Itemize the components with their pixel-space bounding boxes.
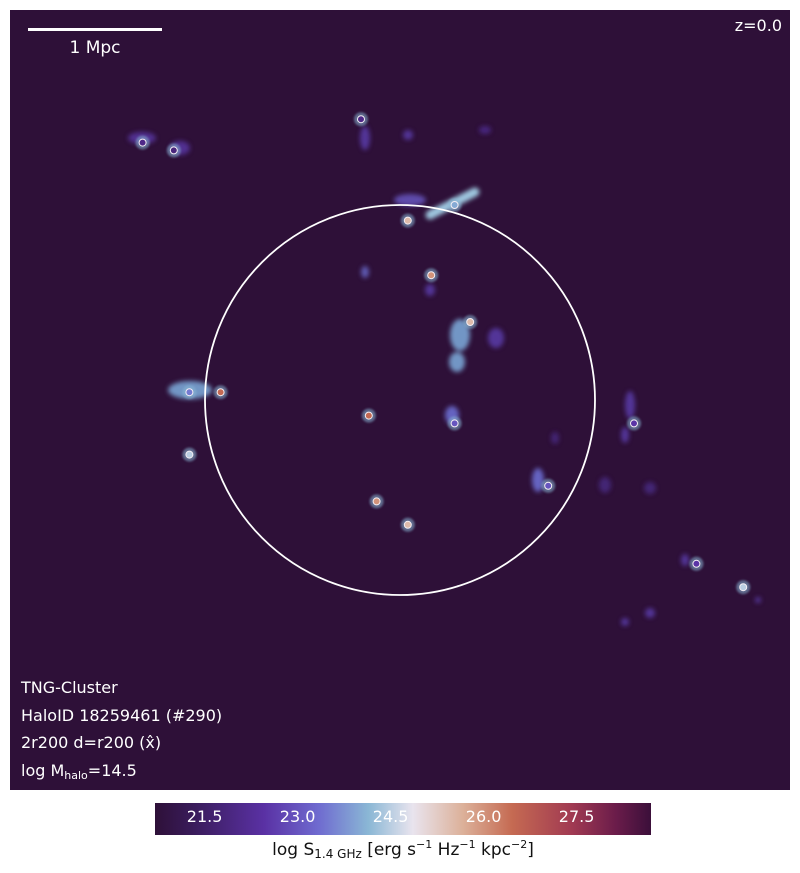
radio-source [630,419,638,428]
halo-id: HaloID 18259461 (#290) [21,705,223,725]
radio-source [185,388,194,397]
radio-source [403,520,412,529]
radio-source [185,450,194,459]
radio-source [169,146,178,155]
radio-emission-map: 1 Mpc z=0.0 TNG-Cluster HaloID 18259461 … [10,10,790,790]
simulation-name: TNG-Cluster [21,678,118,697]
colorbar-tick: 21.5 [186,807,223,826]
radio-source [450,201,459,209]
radio-source [403,216,412,225]
radio-source [466,318,475,326]
colorbar: 21.5 23.0 24.5 26.0 27.5 [155,803,651,835]
halo-info: TNG-Cluster HaloID 18259461 (#290) 2r200… [21,674,222,786]
compact-sources [135,112,751,595]
radio-source [739,583,748,592]
halo-mass: log Mhalo=14.5 [21,760,137,782]
colorbar-label: log S1.4 GHz [erg s−1 Hz−1 kpc−2] [272,838,534,861]
scale-bar-label: 1 Mpc [69,38,121,58]
radio-source [138,138,147,147]
redshift-label: z=0.0 [734,16,782,35]
radio-source [450,419,459,428]
radio-source [372,497,381,506]
radio-source [357,115,365,124]
map-canvas [128,112,761,626]
scale-bar [28,28,162,31]
colorbar-tick: 23.0 [279,807,316,826]
projection-info: 2r200 d=r200 (x̂) [21,733,162,752]
colorbar-tick: 26.0 [465,807,502,826]
radio-source [692,559,701,568]
colorbar-tick: 24.5 [372,807,409,826]
radio-source [216,388,225,397]
radio-source [544,481,553,490]
r200-circle [204,204,596,596]
radio-source [364,411,373,420]
diffuse-emission [128,126,761,626]
radio-source [427,271,436,280]
colorbar-tick: 27.5 [558,807,595,826]
